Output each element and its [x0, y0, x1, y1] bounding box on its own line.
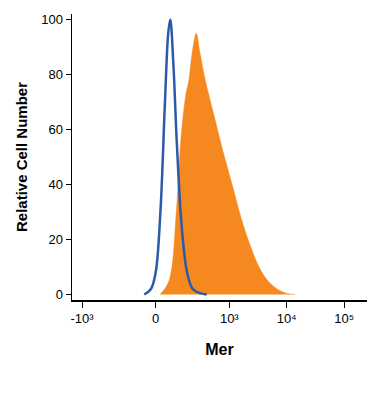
svg-text:80: 80 [48, 67, 62, 82]
svg-text:10⁵: 10⁵ [334, 311, 354, 326]
svg-text:Mer: Mer [205, 341, 233, 358]
svg-text:-10³: -10³ [71, 311, 95, 326]
svg-text:100: 100 [41, 12, 63, 27]
svg-text:40: 40 [48, 177, 62, 192]
svg-text:0: 0 [152, 311, 159, 326]
svg-text:Relative Cell Number: Relative Cell Number [13, 82, 30, 232]
svg-text:20: 20 [48, 232, 62, 247]
svg-text:0: 0 [56, 287, 63, 302]
svg-text:10⁴: 10⁴ [277, 311, 297, 326]
svg-text:10³: 10³ [220, 311, 239, 326]
svg-text:60: 60 [48, 122, 62, 137]
